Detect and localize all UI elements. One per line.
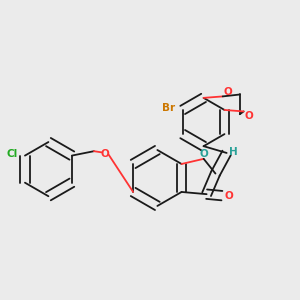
Text: O: O [199,148,208,158]
Text: O: O [244,111,253,121]
Text: H: H [229,147,238,158]
Text: O: O [101,148,110,158]
Text: O: O [224,190,233,201]
Text: Cl: Cl [6,149,17,159]
Text: Br: Br [162,103,175,113]
Text: O: O [224,87,233,97]
